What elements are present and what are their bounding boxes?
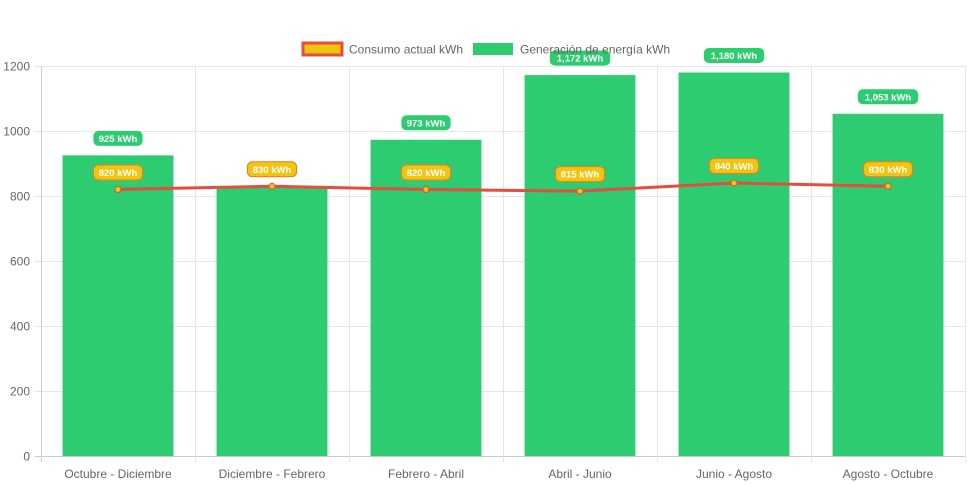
x-tick-label: Octubre - Diciembre [64,467,172,481]
consumption-point [576,187,584,195]
generation-data-label: 1,172 kWh [557,54,604,65]
generation-data-label: 973 kWh [407,118,446,129]
x-tick-label: Febrero - Abril [388,467,464,481]
legend[interactable]: Consumo actual kWh Generación de energía… [301,41,670,57]
generation-data-label: 925 kWh [99,134,138,145]
y-tick-label: 0 [23,450,30,464]
x-tick-label: Agosto - Octubre [843,467,934,481]
consumption-line-path [117,181,889,193]
consumption-line [114,179,892,195]
data-labels: 925 kWh 830 kWh 973 kWh 1,172 kWh 1,180 kWh 1… [92,48,919,183]
x-tick-label: Diciembre - Febrero [219,467,326,481]
generation-data-label: 1,053 kWh [865,92,912,103]
generation-bar [678,72,790,456]
generation-data-label-badge [549,50,611,66]
legend-item-consumption[interactable]: Consumo actual kWh [301,41,463,57]
grid-lines [35,66,966,462]
legend-item-generation[interactable]: Generación de energía kWh [473,43,670,57]
generation-bar [524,75,636,456]
legend-swatch-generation [473,43,513,55]
x-tick-label: Abril - Junio [548,467,612,481]
consumption-data-label-badge [92,164,144,181]
x-tick-label: Junio - Agosto [696,467,772,481]
consumption-point [114,186,122,193]
generation-data-label-badge [857,89,919,105]
generation-data-label: 1,180 kWh [711,51,758,62]
legend-label-generation: Generación de energía kWh [520,43,670,57]
consumption-point [884,182,892,190]
consumption-data-label-badge [708,158,760,174]
consumption-data-label: 815 kWh [561,170,600,181]
consumption-point [268,182,276,190]
consumption-data-label-badge [400,164,452,181]
y-tick-label: 1200 [3,60,30,74]
generation-data-label-badge [401,115,451,131]
consumption-data-label: 820 kWh [407,168,446,179]
generation-bar [216,186,328,456]
legend-label-consumption: Consumo actual kWh [349,43,463,57]
generation-data-label-badge [93,130,143,146]
y-tick-label: 200 [10,385,30,399]
generation-bar [62,155,174,456]
consumption-point [730,179,738,187]
consumption-data-label: 840 kWh [715,162,754,173]
generation-data-label-badge [703,48,765,63]
y-tick-label: 400 [10,320,30,334]
y-tick-label: 1000 [3,125,30,139]
y-tick-label: 600 [10,255,30,269]
consumption-data-label: 820 kWh [99,168,138,179]
consumption-data-label-badge [554,166,606,183]
axes: 0 200 400 600 800 1000 1200 Octubre - Diciembre… [3,60,933,482]
consumption-data-label-badge [862,161,914,178]
y-tick-label: 800 [10,190,30,204]
consumption-point [422,186,430,193]
consumption-data-label-badge [246,161,298,178]
legend-swatch-consumption [301,41,344,57]
consumption-data-label: 830 kWh [253,165,292,176]
consumption-data-label: 830 kWh [869,165,908,176]
